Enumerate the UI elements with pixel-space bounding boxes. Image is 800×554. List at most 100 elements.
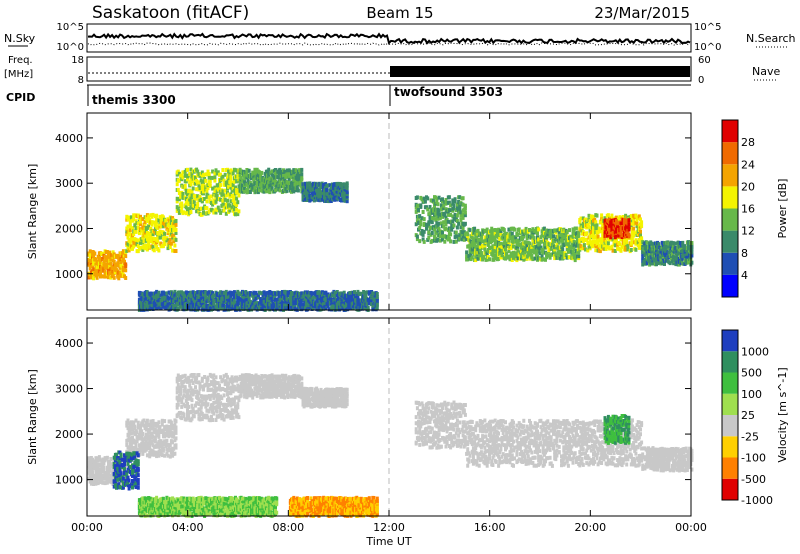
echo-cell [231, 182, 235, 187]
echo-cell [499, 241, 503, 246]
echo-cell [278, 188, 282, 193]
echo-cell [89, 261, 93, 266]
echo-cell [504, 256, 507, 261]
echo-cell [606, 213, 610, 218]
echo-band [125, 212, 178, 254]
echo-cell [103, 471, 107, 475]
echo-cell [459, 225, 463, 230]
echo-cell [269, 295, 273, 300]
echo-cell [493, 242, 497, 246]
echo-cell [436, 223, 440, 228]
echo-cell [230, 188, 234, 193]
echo-cell [608, 217, 612, 222]
echo-cell [184, 188, 188, 193]
echo-cell [103, 264, 107, 269]
echo-cell [426, 207, 430, 212]
echo-cell [564, 253, 568, 257]
echo-cell [320, 190, 324, 195]
echo-cell [226, 190, 229, 195]
echo-cell [92, 474, 96, 478]
echo-cell [166, 238, 170, 243]
echo-cell [627, 226, 631, 231]
echo-cell [135, 430, 139, 435]
echo-cell [443, 213, 447, 218]
echo-cell [446, 212, 450, 217]
echo-cell [179, 194, 183, 199]
echo-cell [485, 251, 489, 256]
echo-cell [469, 252, 473, 257]
echo-cell [578, 220, 582, 225]
echo-cell [318, 187, 322, 192]
echo-cell [272, 175, 276, 180]
echo-cell [104, 255, 108, 260]
echo-cell [437, 221, 441, 226]
echo-cell [196, 169, 200, 174]
echo-cell [632, 233, 636, 238]
echo-cell [156, 305, 160, 310]
echo-cell [182, 291, 186, 296]
echo-cell [327, 294, 331, 299]
echo-cell [438, 234, 442, 239]
echo-cell [181, 195, 185, 200]
echo-cell [309, 183, 313, 187]
echo-cell [94, 481, 98, 486]
echo-cell [572, 239, 576, 244]
echo-cell [228, 194, 232, 199]
echo-cell [174, 231, 178, 235]
echo-cell [195, 196, 199, 201]
echo-cell [516, 232, 520, 237]
echo-cell [183, 183, 187, 188]
echo-cell [88, 249, 92, 254]
echo-cell [417, 208, 420, 212]
echo-cell [176, 206, 180, 211]
echo-cell [153, 227, 157, 232]
echo-cell [168, 237, 172, 242]
echo-cell [246, 187, 250, 192]
echo-cell [419, 218, 423, 223]
echo-band [87, 249, 128, 281]
echo-cell [473, 226, 477, 231]
echo-cell [632, 221, 636, 226]
echo-cell [95, 259, 99, 264]
echo-cell [88, 252, 92, 257]
echo-cell [569, 234, 573, 239]
echo-cell [127, 242, 131, 247]
echo-cell [236, 200, 240, 205]
echo-cell [186, 177, 189, 182]
echo-cell [659, 257, 663, 262]
echo-cell [414, 222, 418, 227]
echo-cell [164, 218, 168, 223]
echo-cell [454, 239, 458, 244]
echo-cell [142, 239, 146, 244]
echo-cell [176, 169, 180, 174]
echo-cell [148, 422, 152, 427]
echo-cell [496, 232, 499, 236]
echo-cell [454, 216, 458, 221]
echo-cell [276, 175, 280, 180]
echo-cell [278, 167, 282, 172]
echo-cell [107, 267, 110, 272]
echo-cell [561, 247, 565, 252]
echo-cell [161, 224, 165, 229]
echo-cell [568, 228, 571, 233]
echo-cell [555, 243, 559, 247]
echo-cell [446, 219, 450, 224]
echo-cell [667, 251, 671, 256]
echo-cell [105, 257, 109, 262]
echo-cell [458, 236, 462, 241]
echo-cell [577, 230, 581, 235]
nsearch-tick-top: 10^5 [694, 22, 721, 33]
echo-cell [129, 244, 133, 249]
echo-cell [300, 172, 304, 177]
echo-cell [444, 215, 448, 220]
echo-cell [195, 187, 199, 192]
echo-cell [181, 192, 185, 196]
echo-cell [268, 190, 272, 195]
nsky-label: N.Sky [4, 32, 36, 45]
echo-cell [202, 173, 205, 178]
echo-band [137, 289, 379, 312]
echo-cell [134, 229, 138, 234]
echo-cell [202, 206, 205, 211]
echo-cell [418, 225, 422, 230]
